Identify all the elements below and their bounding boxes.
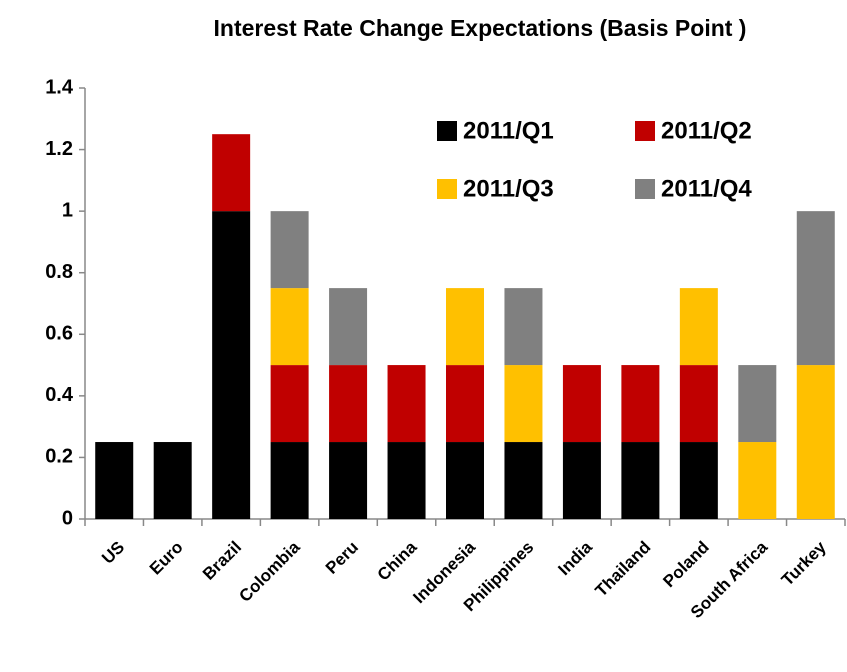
x-tick-label: Thailand	[592, 538, 655, 601]
y-tick-label: 0.6	[45, 323, 73, 345]
bar-segment	[329, 365, 368, 443]
bar-segment	[504, 365, 543, 443]
bar-segment	[738, 365, 777, 443]
bar-segment	[796, 211, 835, 366]
legend-swatch	[635, 179, 655, 199]
legend-label: 2011/Q1	[463, 117, 554, 144]
chart-title: Interest Rate Change Expectations (Basis…	[214, 15, 747, 41]
bar-segment	[212, 211, 251, 519]
bar-segment	[387, 442, 426, 519]
bar-segment	[504, 442, 543, 519]
bar-segment	[796, 365, 835, 519]
x-tick-label: Brazil	[199, 538, 245, 584]
y-tick-label: 0	[62, 507, 73, 529]
legend-swatch	[437, 179, 457, 199]
bar-segment	[679, 442, 718, 519]
bar-segment	[329, 442, 368, 519]
y-tick-label: 0.4	[45, 384, 74, 406]
bar-segment	[621, 365, 660, 443]
bar-segment	[270, 442, 309, 519]
y-tick-label: 1.4	[45, 76, 74, 98]
x-tick-label: Euro	[146, 538, 187, 579]
bar-segment	[738, 442, 777, 519]
bar-segment	[270, 211, 309, 289]
legend-label: 2011/Q4	[661, 175, 752, 202]
bar-segment	[270, 288, 309, 366]
x-tick-label: US	[98, 538, 128, 568]
y-tick-label: 1	[62, 199, 73, 221]
bar-segment	[679, 288, 718, 366]
bar-segment	[387, 365, 426, 443]
x-tick-label: Colombia	[235, 537, 304, 606]
legend-label: 2011/Q3	[463, 175, 554, 202]
bar-segment	[562, 442, 601, 519]
y-tick-label: 0.8	[45, 261, 73, 283]
bar-segment	[504, 288, 543, 366]
y-tick-label: 1.2	[45, 138, 73, 160]
y-tick-label: 0.2	[45, 446, 73, 468]
bar-segment	[446, 288, 484, 366]
legend-label: 2011/Q2	[661, 117, 752, 144]
legend-swatch	[437, 121, 457, 141]
bar-segment	[446, 365, 484, 443]
bar-segment	[95, 442, 134, 519]
x-tick-label: India	[554, 537, 596, 579]
x-tick-label: Turkey	[778, 537, 830, 589]
bar-segment	[329, 288, 368, 366]
bar-segment	[679, 365, 718, 443]
x-tick-label: China	[374, 537, 421, 584]
bar-segment	[212, 134, 251, 212]
bar-segment	[621, 442, 660, 519]
bar-segment	[446, 442, 484, 519]
legend-swatch	[635, 121, 655, 141]
bar-segment	[270, 365, 309, 443]
bar-segment	[562, 365, 601, 443]
x-tick-label: Peru	[322, 538, 362, 578]
x-tick-label: Poland	[659, 538, 713, 592]
bar-segment	[153, 442, 192, 519]
